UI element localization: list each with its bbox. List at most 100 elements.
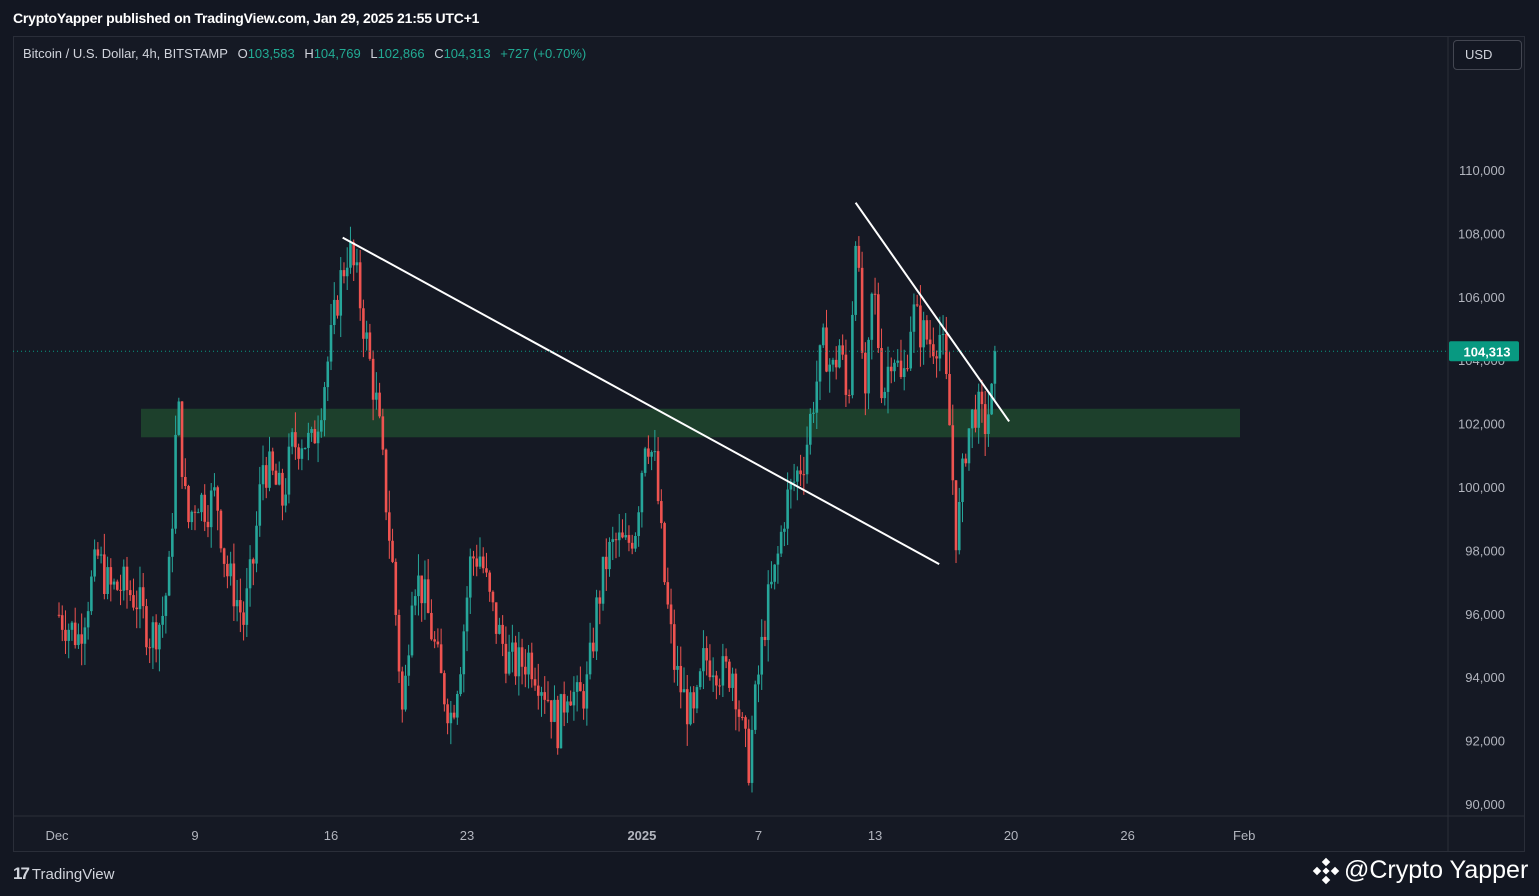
candle-body [345,267,349,277]
candle-body [912,304,916,332]
candle-body [588,642,592,675]
candle-body [287,446,291,495]
candle-body [796,470,799,482]
candle-body [783,528,786,532]
bottom-bar [0,852,1539,896]
candle-body [854,245,857,315]
high-label: H [304,46,314,61]
candle-body [802,474,806,476]
candle-body [970,409,974,429]
candle-body [906,368,909,370]
candle-body [779,531,783,554]
candle-body [222,548,226,564]
candle-body [332,299,336,326]
candle-body [808,413,812,445]
candle-body [896,360,900,363]
top-bar [0,0,1539,36]
candle-body [190,511,194,523]
candle-body [922,320,925,348]
tradingview-logo[interactable]: 17 TradingView [13,864,114,884]
candle-body [187,486,190,523]
candle-body [264,465,268,488]
candle-body [650,452,653,457]
candle-body [834,359,838,368]
candle-body [193,511,197,513]
candle-body [423,579,427,604]
candle-body [86,611,90,628]
candle-body [67,629,71,641]
candle-body [932,344,935,357]
candle-body [983,404,987,435]
y-tick-label: 108,000 [1458,226,1505,241]
candle-body [391,540,394,562]
candle-body [773,564,776,582]
candle-body [818,345,822,382]
candle-body [957,502,961,551]
candle-body [452,712,456,718]
candle-body [702,648,705,672]
candle-body [915,304,919,306]
candle-body [624,535,628,538]
candle-body [938,334,942,359]
candle-body [851,314,854,396]
candle-body [196,512,200,514]
candle-body [721,656,725,686]
chart-frame[interactable] [13,36,1525,852]
symbol-label[interactable]: Bitcoin / U.S. Dollar, 4h, BITSTAMP [23,46,228,61]
candle-body [60,615,64,630]
candle-body [459,674,462,695]
candle-body [572,691,576,706]
candle-body [329,325,333,362]
x-tick-label: 26 [1120,828,1134,843]
candle-body [705,648,708,661]
candle-body [368,332,372,359]
candle-body [407,655,411,676]
x-tick-label: 13 [868,828,882,843]
candle-body [786,489,789,529]
candle-body [336,299,339,316]
candle-body [520,647,524,667]
candle-body [990,383,993,415]
candle-body [964,458,968,464]
candle-body [355,262,359,266]
candle-body [420,575,423,604]
candle-body [167,556,171,596]
candle-body [527,652,530,675]
tradingview-logo-icon: 17 [13,864,30,883]
candle-body [540,692,543,696]
price-chart[interactable]: 110,000108,000106,000104,000102,000100,0… [13,36,1525,852]
publish-line: CryptoYapper published on TradingView.co… [13,10,480,26]
candle-body [135,607,139,610]
candle-body [695,687,699,709]
candle-body [825,327,828,372]
candle-body [967,428,971,464]
candle-body [511,642,514,652]
currency-button[interactable]: USD [1453,40,1522,70]
candle-body [300,448,304,459]
candle-body [462,631,466,675]
candle-body [718,685,721,687]
candle-body [404,675,407,710]
candle-body [132,595,135,608]
x-tick-label: 20 [1004,828,1018,843]
candle-body [248,559,252,589]
candle-body [93,549,96,577]
candle-body [753,684,757,730]
candle-body [961,458,964,503]
tradingview-brand: TradingView [31,865,115,883]
candle-body [841,345,844,355]
candle-body [860,267,864,353]
candle-body [549,700,553,722]
candle-body [148,647,151,649]
candle-body [844,354,848,395]
candle-body [239,600,242,613]
candle-body [689,692,692,725]
candle-body [80,634,83,644]
candle-body [171,528,174,557]
candle-body [948,374,951,426]
candle-body [339,270,343,316]
candle-body [261,465,265,485]
candle-body [141,587,145,607]
candle-body [604,556,608,570]
candle-body [436,641,440,645]
